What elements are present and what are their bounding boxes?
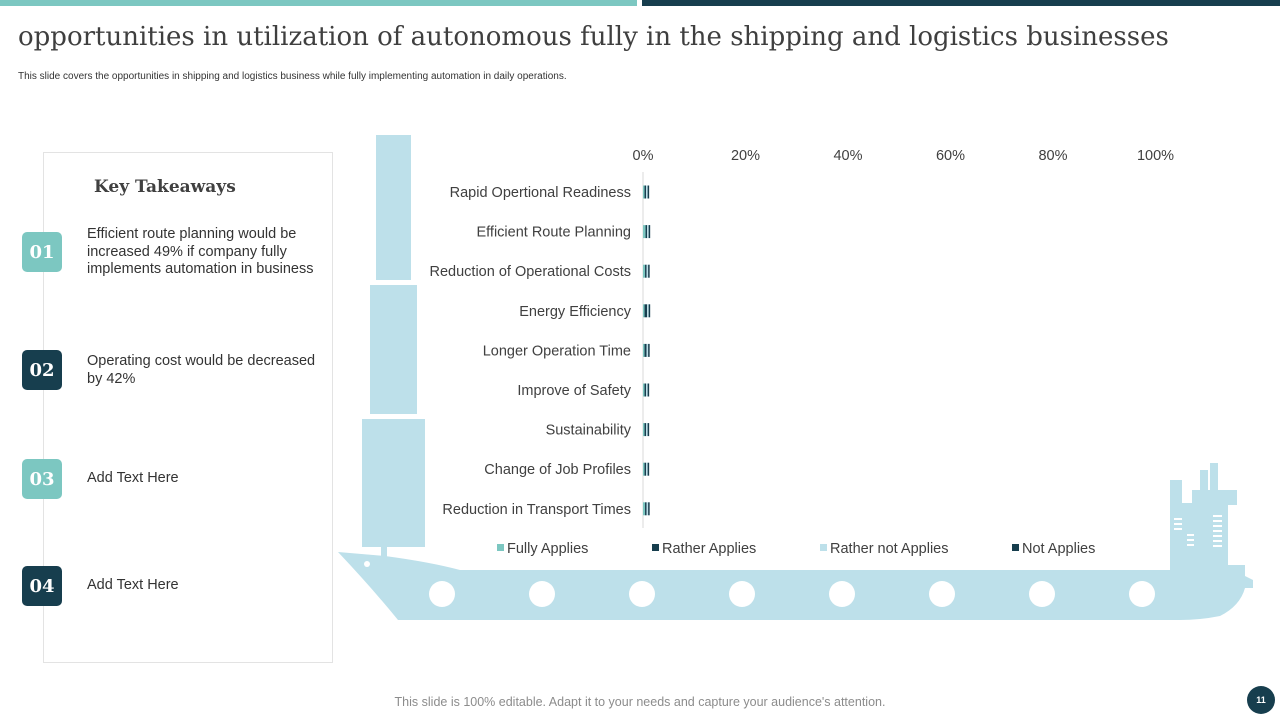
takeaway-number-3: 03: [22, 459, 62, 499]
takeaway-number-1: 01: [22, 232, 62, 272]
bar-segment: [645, 225, 648, 239]
bar-segment: [646, 264, 649, 278]
top-accent-bar-teal: [0, 0, 637, 6]
bar-segment: [647, 304, 649, 318]
takeaway-text-1: Efficient route planning would be increa…: [87, 226, 314, 277]
takeaway-text-3: Add Text Here: [87, 470, 179, 486]
bar-segment: [646, 423, 648, 437]
slide-subtitle: This slide covers the opportunities in s…: [18, 71, 567, 82]
ship-illustration: [338, 135, 1253, 620]
bar-segment: [647, 423, 650, 437]
legend-label: Fully Applies: [507, 541, 588, 557]
bar-segment: [647, 185, 650, 199]
bar-segment: [646, 185, 648, 199]
ship-container-top: [376, 135, 411, 280]
x-tick-label: 60%: [936, 148, 965, 164]
category-label: Change of Job Profiles: [484, 462, 631, 478]
page-number-badge: 11: [1247, 686, 1275, 714]
legend-label: Rather Applies: [662, 541, 756, 557]
bar-segment: [643, 185, 645, 199]
bar-segment: [643, 383, 645, 397]
bar-segment: [646, 383, 648, 397]
bar-segment: [648, 343, 650, 357]
bar-segment: [645, 502, 647, 516]
x-tick-label: 100%: [1137, 148, 1174, 164]
x-tick-label: 20%: [731, 148, 760, 164]
ship-container-bottom: [362, 419, 425, 547]
bar-segment: [643, 502, 646, 516]
takeaway-number-4: 04: [22, 566, 62, 606]
legend-label: Not Applies: [1022, 541, 1095, 557]
key-takeaways-title: Key Takeaways: [94, 177, 236, 197]
bar-segment: [644, 423, 647, 437]
legend-swatch: [652, 544, 659, 551]
x-tick-label: 80%: [1038, 148, 1067, 164]
chart-bars: [643, 185, 651, 516]
category-label: Rapid Opertional Readiness: [450, 185, 631, 201]
bar-segment: [643, 423, 645, 437]
legend-label: Rather not Applies: [830, 541, 949, 557]
bar-segment: [647, 383, 650, 397]
bar-segment: [644, 383, 647, 397]
ship-portholes: [429, 581, 1155, 607]
category-label: Efficient Route Planning: [476, 225, 631, 241]
bar-segment: [644, 343, 647, 357]
bar-segment: [644, 462, 647, 476]
bar-segment: [647, 225, 649, 239]
chart-x-axis-ticks: 0% 20% 40% 60% 80% 100%: [633, 148, 1175, 164]
bar-segment: [643, 462, 645, 476]
footer-note: This slide is 100% editable. Adapt it to…: [394, 695, 886, 709]
bar-segment: [644, 185, 647, 199]
bar-segment: [648, 225, 651, 239]
ship-cabin-windows: [364, 515, 1222, 567]
takeaway-text-2: Operating cost would be decreased by 42%: [87, 353, 316, 387]
x-tick-label: 40%: [833, 148, 862, 164]
category-label: Sustainability: [546, 423, 632, 439]
bar-segment: [648, 304, 651, 318]
category-label: Reduction of Operational Costs: [430, 264, 632, 280]
bar-segment: [648, 502, 650, 516]
category-label: Longer Operation Time: [483, 343, 631, 359]
legend-swatch: [1012, 544, 1019, 551]
category-label: Reduction in Transport Times: [442, 502, 631, 518]
bar-segment: [643, 343, 645, 357]
bar-segment: [646, 502, 649, 516]
takeaway-text-4: Add Text Here: [87, 577, 179, 593]
category-label: Energy Efficiency: [519, 304, 632, 320]
legend-swatch: [497, 544, 504, 551]
chart-category-labels: Rapid Opertional Readiness Efficient Rout…: [430, 185, 632, 518]
bar-segment: [646, 343, 649, 357]
key-takeaways-panel: Key Takeaways 01 Efficient route plannin…: [22, 152, 333, 663]
bar-segment: [643, 225, 646, 239]
bar-segment: [646, 462, 648, 476]
ship-mast: [381, 545, 387, 559]
bar-segment: [648, 264, 650, 278]
ship-container-middle: [370, 285, 417, 414]
bar-segment: [643, 304, 645, 318]
top-accent-bar-navy: [642, 0, 1280, 6]
category-label: Improve of Safety: [517, 383, 631, 399]
chart-legend: Fully Applies Rather Applies Rather not Ap…: [497, 541, 1095, 557]
slide-title: opportunities in utilization of autonomo…: [18, 22, 1169, 52]
x-tick-label: 0%: [633, 148, 654, 164]
bar-segment: [645, 264, 647, 278]
bar-segment: [643, 264, 646, 278]
bar-segment: [647, 462, 650, 476]
takeaway-number-2: 02: [22, 350, 62, 390]
ship-hull: [338, 463, 1253, 620]
legend-swatch: [820, 544, 827, 551]
bar-segment: [644, 304, 648, 318]
